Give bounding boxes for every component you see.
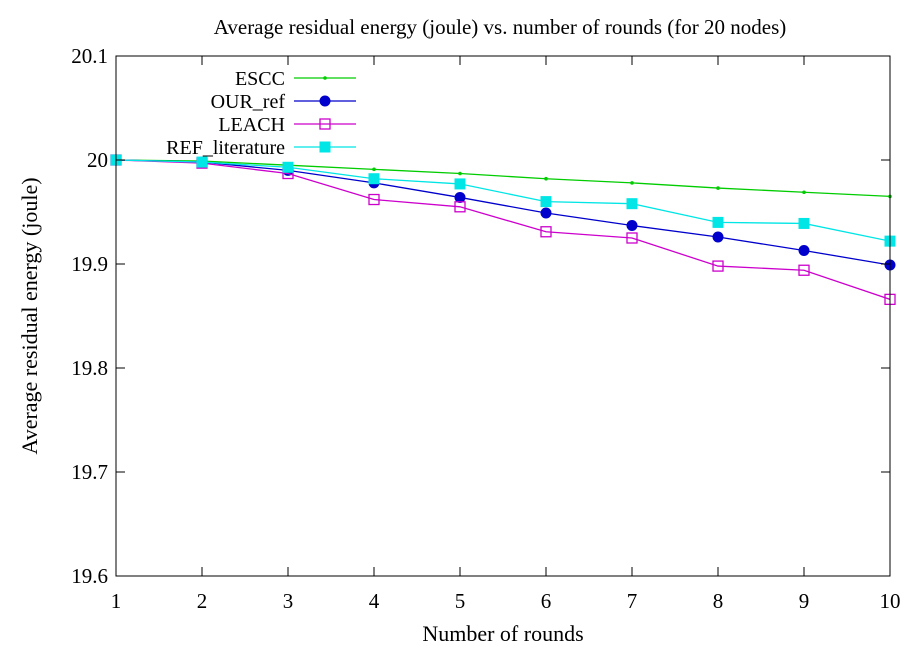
series-escc-point-7 <box>716 186 720 190</box>
x-tick-label: 2 <box>197 589 208 613</box>
series-ref-literature-point-8 <box>798 217 810 229</box>
x-tick-label: 1 <box>111 589 122 613</box>
legend-label: OUR_ref <box>211 91 286 113</box>
series-ref-literature-point-1 <box>196 156 208 168</box>
series-leach-line <box>115 159 891 300</box>
series-escc-point-6 <box>630 181 634 185</box>
x-tick-label: 4 <box>369 589 380 613</box>
series-our-ref-point-8 <box>798 244 810 256</box>
series-ref-literature-line <box>115 159 891 242</box>
series-our-ref-point-4 <box>454 191 466 203</box>
series-our-ref-point-6 <box>626 220 638 232</box>
legend-our-ref-point-0 <box>319 95 331 107</box>
y-tick-label: 19.7 <box>71 460 108 484</box>
y-axis-label: Average residual energy (joule) <box>17 177 42 454</box>
chart-title: Average residual energy (joule) vs. numb… <box>214 15 786 39</box>
x-tick-label: 10 <box>880 589 901 613</box>
series-escc-point-5 <box>544 176 548 181</box>
x-tick-label: 9 <box>799 589 810 613</box>
legend-item-escc: ESCC <box>235 68 356 90</box>
x-axis-label: Number of rounds <box>422 621 583 646</box>
series-ref-literature <box>110 154 896 247</box>
series-ref-literature-point-5 <box>540 196 552 208</box>
series-ref-literature-point-2 <box>282 161 294 173</box>
legend-ref-literature-point-0 <box>319 141 331 153</box>
y-tick-label: 19.9 <box>71 252 108 276</box>
series-leach-point-3 <box>368 193 380 206</box>
legend-item-ref-literature: REF_literature <box>166 137 356 159</box>
y-tick-label: 20.1 <box>71 44 108 68</box>
legend-label: LEACH <box>218 114 285 136</box>
series-leach-point-7 <box>712 260 724 272</box>
series-our-ref <box>110 154 896 271</box>
series-layer <box>110 154 896 306</box>
y-tick-label: 20 <box>87 148 108 172</box>
series-escc-point-8 <box>802 190 806 195</box>
x-tick-label: 6 <box>541 589 552 613</box>
series-ref-literature-point-3 <box>368 173 380 185</box>
legend-label: ESCC <box>235 68 285 90</box>
series-escc-point-4 <box>458 171 462 176</box>
legend-item-our-ref: OUR_ref <box>211 91 356 113</box>
series-leach-point-8 <box>798 264 810 276</box>
series-ref-literature-point-7 <box>712 216 724 228</box>
series-our-ref-line <box>115 159 891 266</box>
legend-leach-point-0 <box>319 118 331 130</box>
x-tick-label: 5 <box>455 589 466 613</box>
plot-frame <box>115 55 891 577</box>
series-escc-line <box>115 159 891 198</box>
series-our-ref-point-5 <box>540 207 552 219</box>
series-our-ref-point-7 <box>712 231 724 243</box>
series-leach <box>110 154 896 306</box>
y-tick-label: 19.8 <box>71 356 108 380</box>
series-ref-literature-point-6 <box>626 198 638 210</box>
legend-escc-point-0 <box>323 76 327 80</box>
series-leach-point-4 <box>454 201 466 213</box>
legend-item-leach: LEACH <box>218 114 356 136</box>
ticks-layer: 1 2 3 4 5 6 7 8 9 10 19.6 19.7 19.8 19.9 20 20.1 <box>71 44 900 613</box>
x-tick-label: 3 <box>283 589 294 613</box>
x-tick-label: 7 <box>627 589 638 613</box>
series-ref-literature-point-4 <box>454 178 466 190</box>
series-leach-point-6 <box>626 232 638 244</box>
legend-label: REF_literature <box>166 137 285 159</box>
series-leach-point-5 <box>540 226 552 238</box>
series-escc-point-3 <box>372 167 376 172</box>
x-tick-label: 8 <box>713 589 724 613</box>
y-tick-label: 19.6 <box>71 564 108 588</box>
